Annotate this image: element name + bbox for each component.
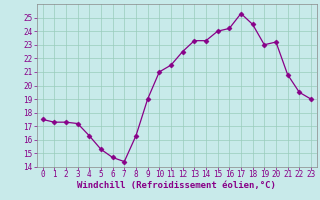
X-axis label: Windchill (Refroidissement éolien,°C): Windchill (Refroidissement éolien,°C)	[77, 181, 276, 190]
